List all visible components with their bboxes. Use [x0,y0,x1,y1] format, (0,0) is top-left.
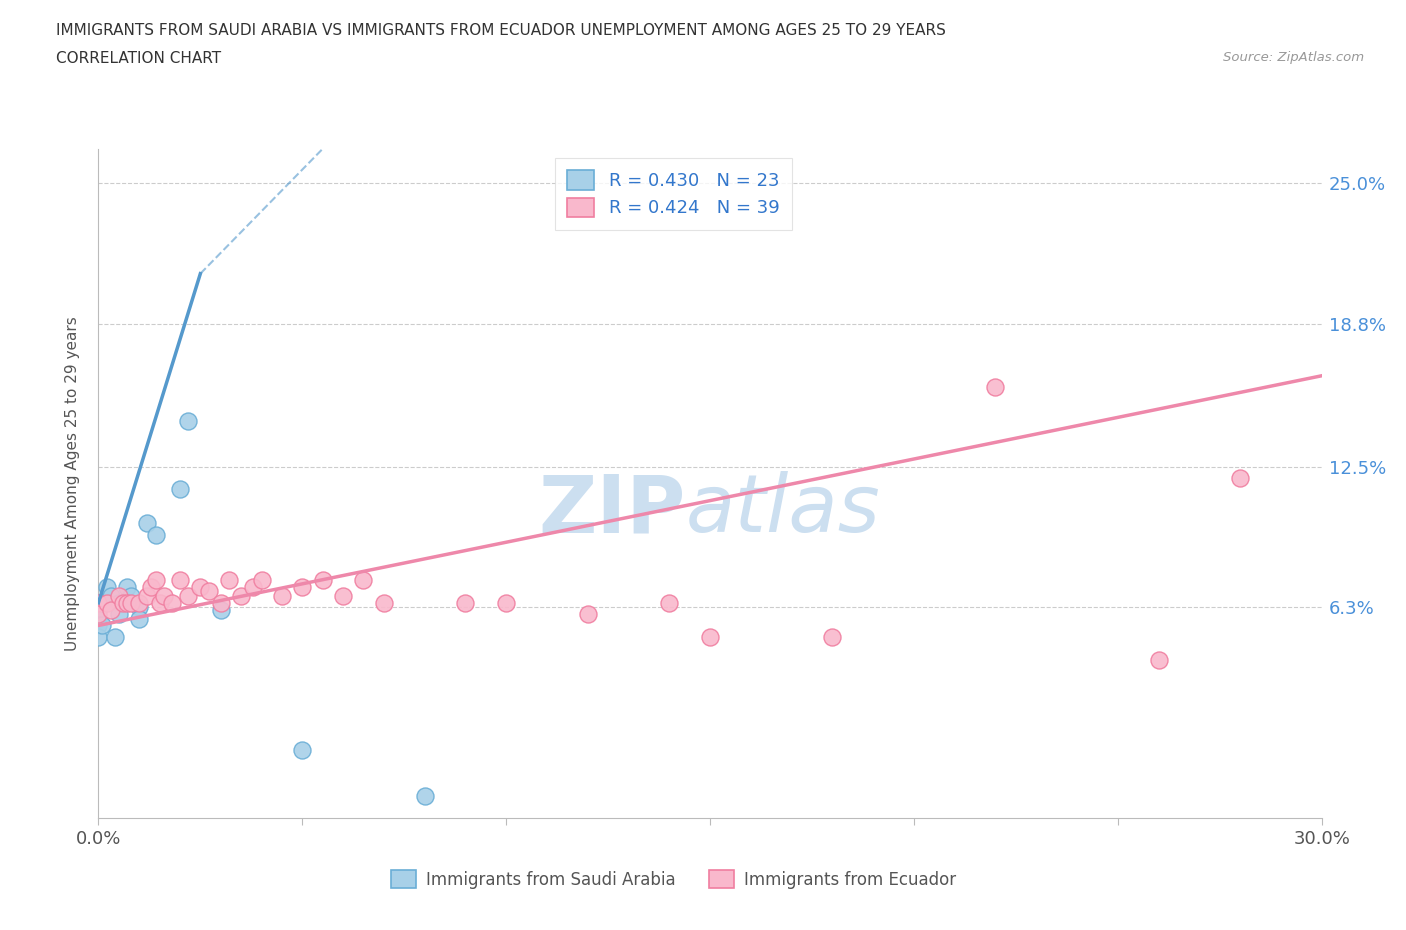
Text: ZIP: ZIP [538,472,686,550]
Point [413,789,436,804]
Point [152,589,174,604]
Point [209,595,232,610]
Point [115,579,138,594]
Point [231,589,253,604]
Point [291,579,314,594]
Point [87,618,110,633]
Point [250,573,273,588]
Text: atlas: atlas [686,472,880,550]
Point [188,579,212,594]
Point [145,527,167,542]
Point [100,602,122,617]
Point [100,589,122,604]
Point [291,743,314,758]
Point [218,573,240,588]
Point [115,595,138,610]
Point [120,589,142,604]
Point [177,414,200,429]
Point [177,589,200,604]
Point [128,611,150,626]
Point [87,611,110,626]
Point [352,573,374,588]
Point [87,606,110,621]
Point [136,589,159,604]
Point [87,602,110,617]
Point [576,606,599,621]
Point [96,579,118,594]
Point [91,618,114,633]
Text: IMMIGRANTS FROM SAUDI ARABIA VS IMMIGRANTS FROM ECUADOR UNEMPLOYMENT AMONG AGES : IMMIGRANTS FROM SAUDI ARABIA VS IMMIGRAN… [56,23,946,38]
Point [699,630,721,644]
Point [454,595,477,610]
Y-axis label: Unemployment Among Ages 25 to 29 years: Unemployment Among Ages 25 to 29 years [65,316,80,651]
Point [270,589,294,604]
Point [373,595,395,610]
Point [1147,652,1170,667]
Text: Source: ZipAtlas.com: Source: ZipAtlas.com [1223,51,1364,64]
Point [108,595,131,610]
Point [108,589,131,604]
Point [160,595,183,610]
Point [821,630,844,644]
Point [96,595,118,610]
Point [128,600,150,615]
Point [312,573,335,588]
Point [984,379,1007,394]
Legend: Immigrants from Saudi Arabia, Immigrants from Ecuador: Immigrants from Saudi Arabia, Immigrants… [382,862,965,897]
Point [136,516,159,531]
Point [242,579,264,594]
Point [111,595,134,610]
Point [87,630,110,644]
Point [1229,471,1251,485]
Point [120,595,142,610]
Text: CORRELATION CHART: CORRELATION CHART [56,51,221,66]
Point [145,573,167,588]
Point [104,630,127,644]
Point [87,595,110,610]
Point [658,595,681,610]
Point [169,482,191,497]
Point [91,595,114,610]
Point [128,595,150,610]
Point [108,606,131,621]
Point [141,579,163,594]
Point [197,584,219,599]
Point [149,595,172,610]
Point [332,589,354,604]
Point [209,602,232,617]
Point [495,595,517,610]
Point [87,595,110,610]
Point [169,573,191,588]
